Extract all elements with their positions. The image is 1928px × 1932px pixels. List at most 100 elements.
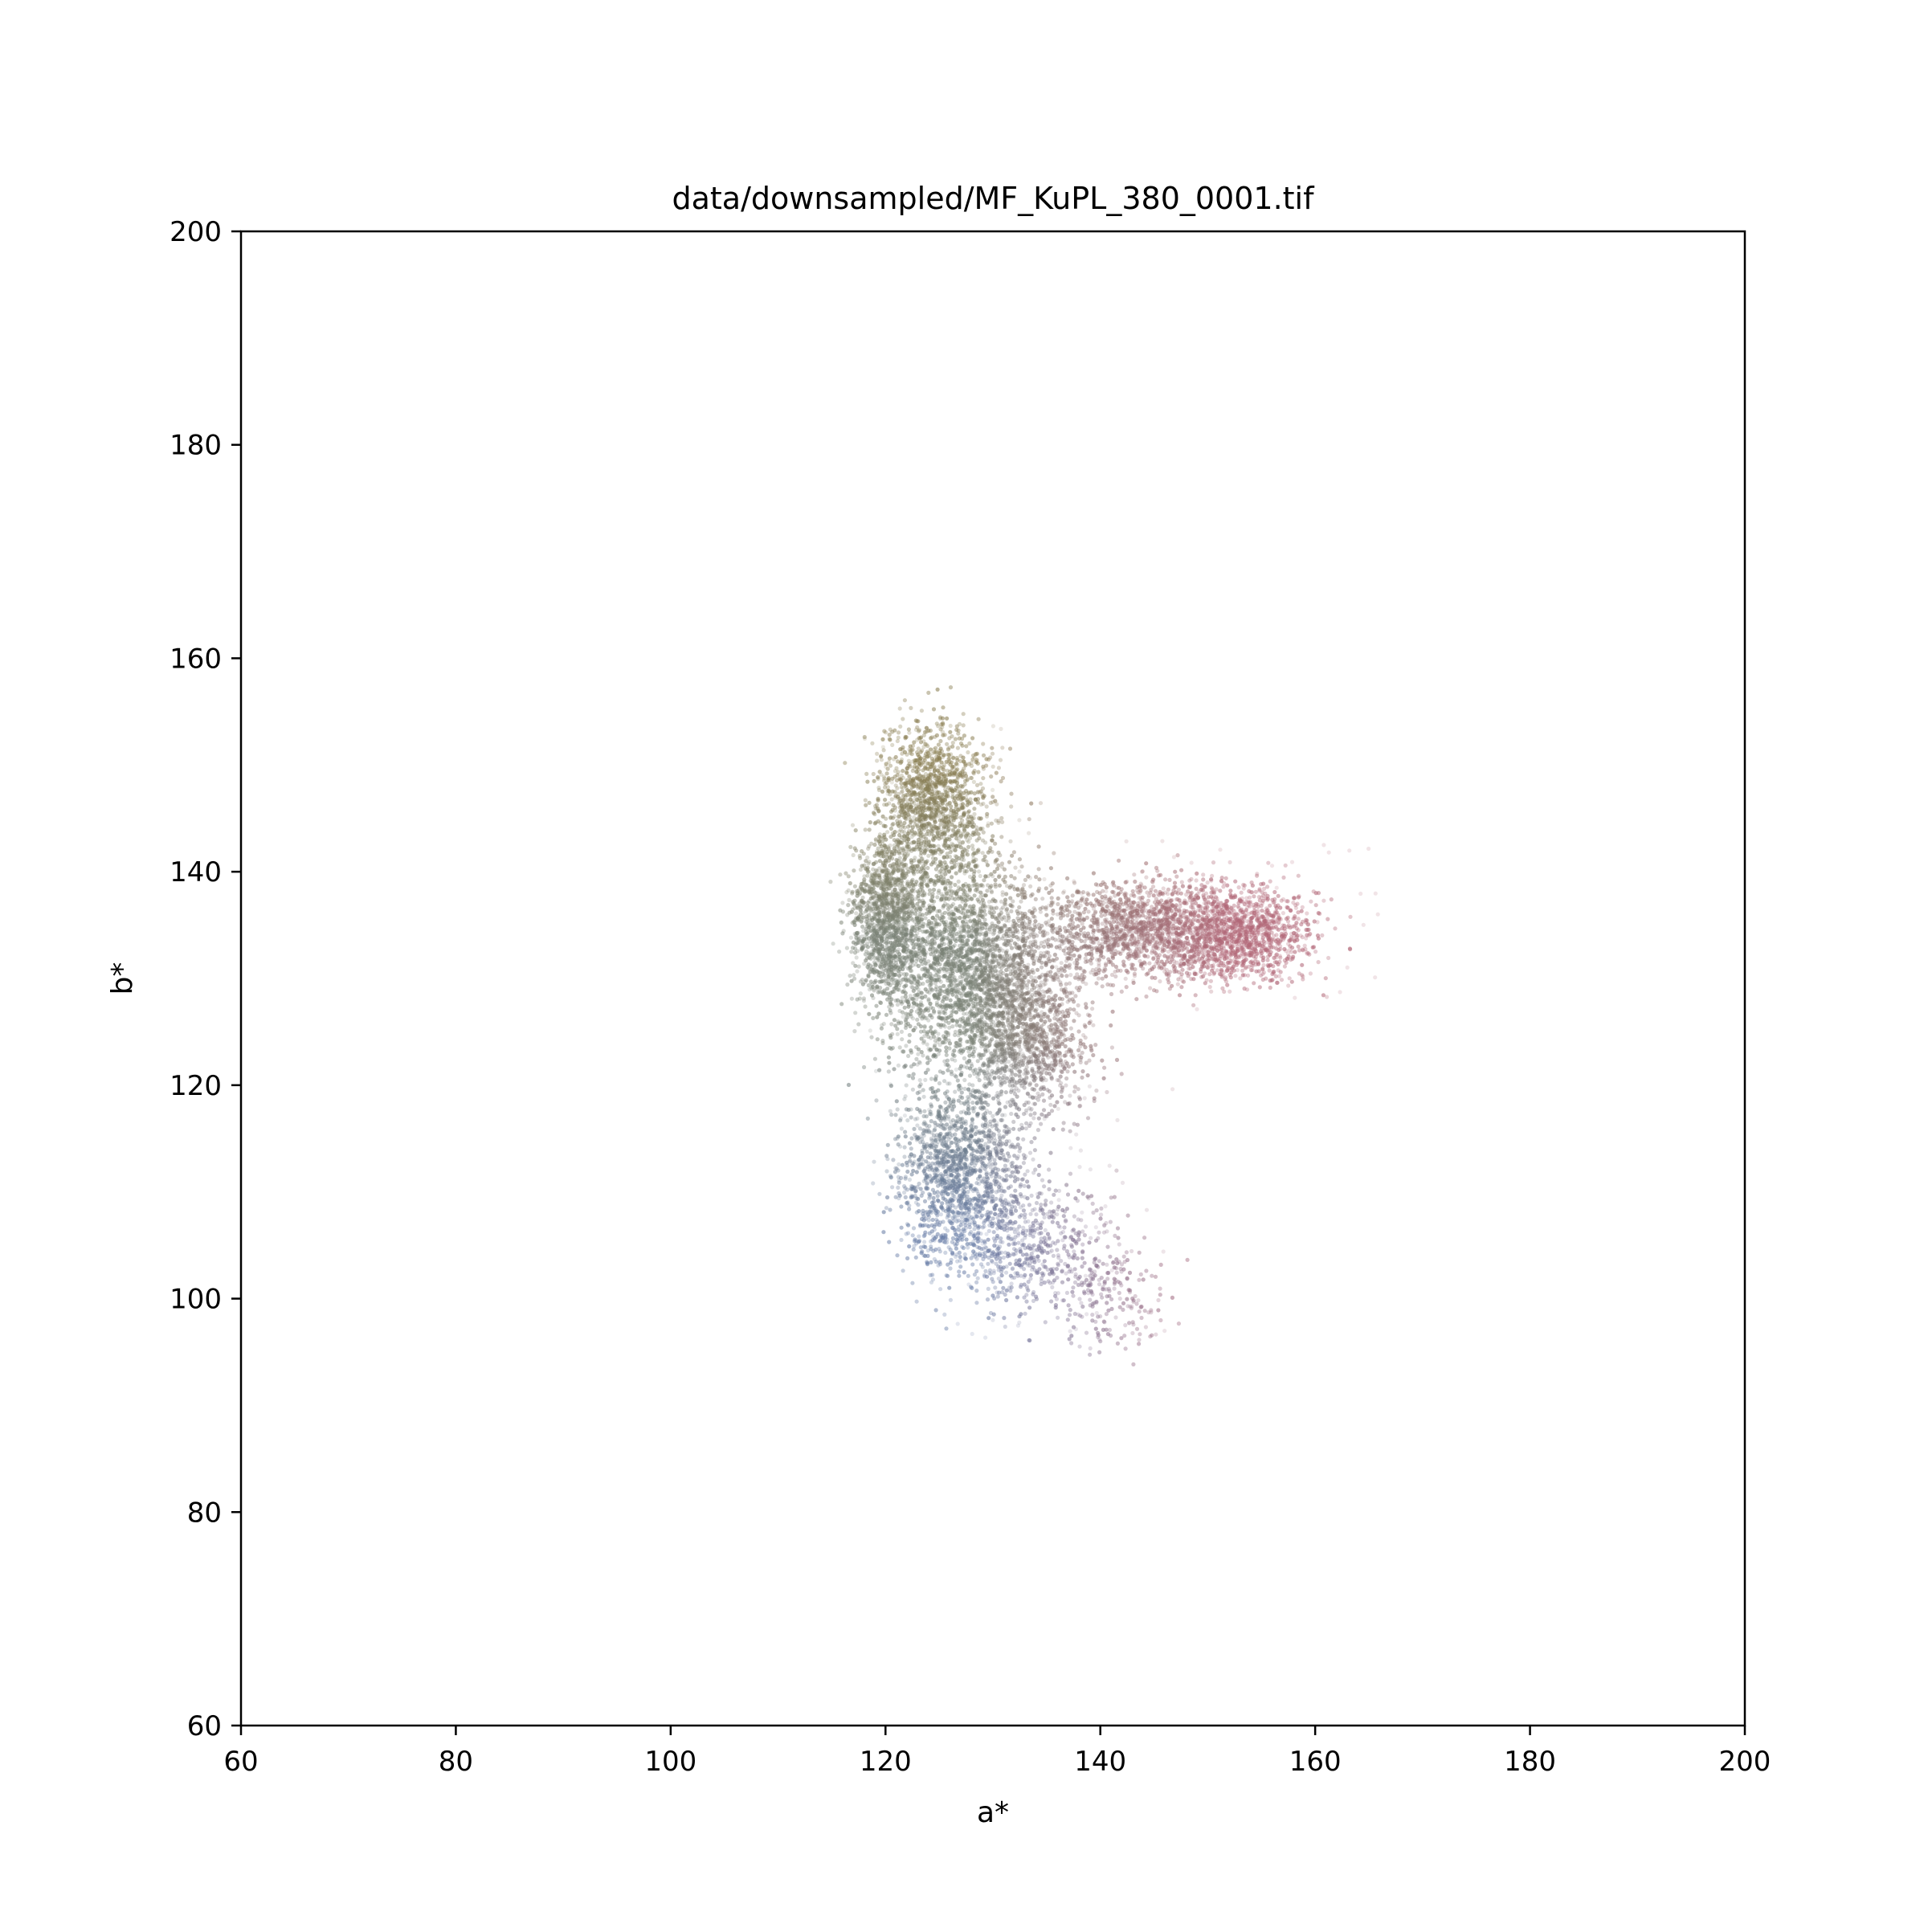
data-point (958, 933, 963, 938)
data-point (905, 803, 909, 807)
data-point (870, 879, 875, 884)
data-point (899, 757, 904, 762)
data-point (897, 1021, 901, 1026)
data-point (909, 752, 914, 757)
data-point (976, 717, 981, 721)
data-point (924, 729, 929, 734)
data-point (864, 882, 868, 887)
data-point (900, 1037, 905, 1042)
data-point (962, 771, 967, 776)
data-point (950, 858, 955, 863)
data-point (924, 1007, 929, 1011)
data-point (975, 888, 980, 894)
data-point (884, 1012, 889, 1017)
data-point (961, 755, 966, 760)
data-point (955, 758, 960, 762)
data-point (988, 755, 993, 760)
data-point (885, 986, 890, 991)
data-point (931, 849, 936, 854)
data-point (903, 803, 908, 808)
data-point (911, 870, 916, 875)
data-point (909, 835, 914, 839)
data-point (979, 909, 984, 914)
data-point (925, 1068, 930, 1072)
data-point (1056, 901, 1060, 907)
data-point (927, 754, 932, 759)
data-point (993, 954, 998, 959)
data-point (931, 860, 936, 864)
data-point (892, 1018, 897, 1023)
data-point (937, 1037, 942, 1042)
data-point (901, 775, 905, 780)
data-point (895, 987, 900, 992)
data-point (865, 922, 870, 927)
data-point (872, 842, 877, 848)
data-point (938, 716, 943, 721)
data-point (916, 973, 921, 978)
data-point (958, 741, 964, 746)
data-point (1037, 877, 1042, 882)
data-point (983, 874, 988, 879)
data-point (867, 905, 872, 909)
data-point (860, 982, 865, 986)
data-point (867, 1011, 872, 1016)
data-point (879, 758, 884, 762)
data-point (901, 871, 906, 876)
data-point (898, 798, 903, 803)
data-point (940, 792, 945, 797)
data-point (996, 766, 1001, 770)
data-point (1019, 864, 1024, 869)
data-point (911, 954, 916, 958)
data-point (1000, 890, 1005, 895)
data-point (978, 782, 983, 786)
data-point (856, 916, 860, 921)
data-point (975, 897, 980, 902)
data-point (994, 818, 999, 823)
data-point (967, 874, 973, 879)
data-point (984, 804, 989, 809)
data-point (965, 777, 970, 782)
data-point (890, 871, 895, 876)
data-point (942, 807, 946, 811)
data-point (872, 931, 877, 936)
data-point (860, 934, 864, 939)
data-point (907, 1032, 912, 1038)
data-point (946, 752, 950, 757)
data-point (944, 779, 949, 784)
data-point (954, 762, 958, 766)
data-point (969, 775, 974, 781)
data-point (954, 724, 959, 729)
data-point (1040, 897, 1045, 901)
data-point (857, 996, 862, 1001)
data-point (971, 779, 976, 785)
data-point (977, 918, 982, 923)
data-point (925, 754, 930, 759)
data-point (930, 789, 935, 794)
data-point (907, 1040, 912, 1044)
data-point (969, 819, 974, 824)
data-point (917, 909, 922, 913)
data-point (1038, 801, 1044, 806)
data-point (855, 969, 860, 974)
data-point (895, 822, 900, 827)
data-point (971, 771, 976, 776)
data-point (990, 751, 995, 756)
data-point (939, 849, 944, 854)
data-point (911, 988, 916, 993)
data-point (895, 1027, 900, 1031)
data-point (922, 1024, 927, 1029)
data-point (926, 940, 931, 945)
data-point (915, 810, 921, 815)
data-point (950, 823, 954, 827)
data-point (960, 839, 966, 844)
data-point (892, 843, 897, 848)
data-point (875, 1037, 880, 1042)
data-point (891, 946, 896, 951)
data-point (917, 758, 921, 762)
data-point (909, 968, 914, 974)
data-point (885, 830, 890, 835)
data-point (921, 745, 926, 750)
data-point (986, 973, 991, 978)
data-point (925, 754, 929, 759)
data-point (896, 735, 901, 740)
